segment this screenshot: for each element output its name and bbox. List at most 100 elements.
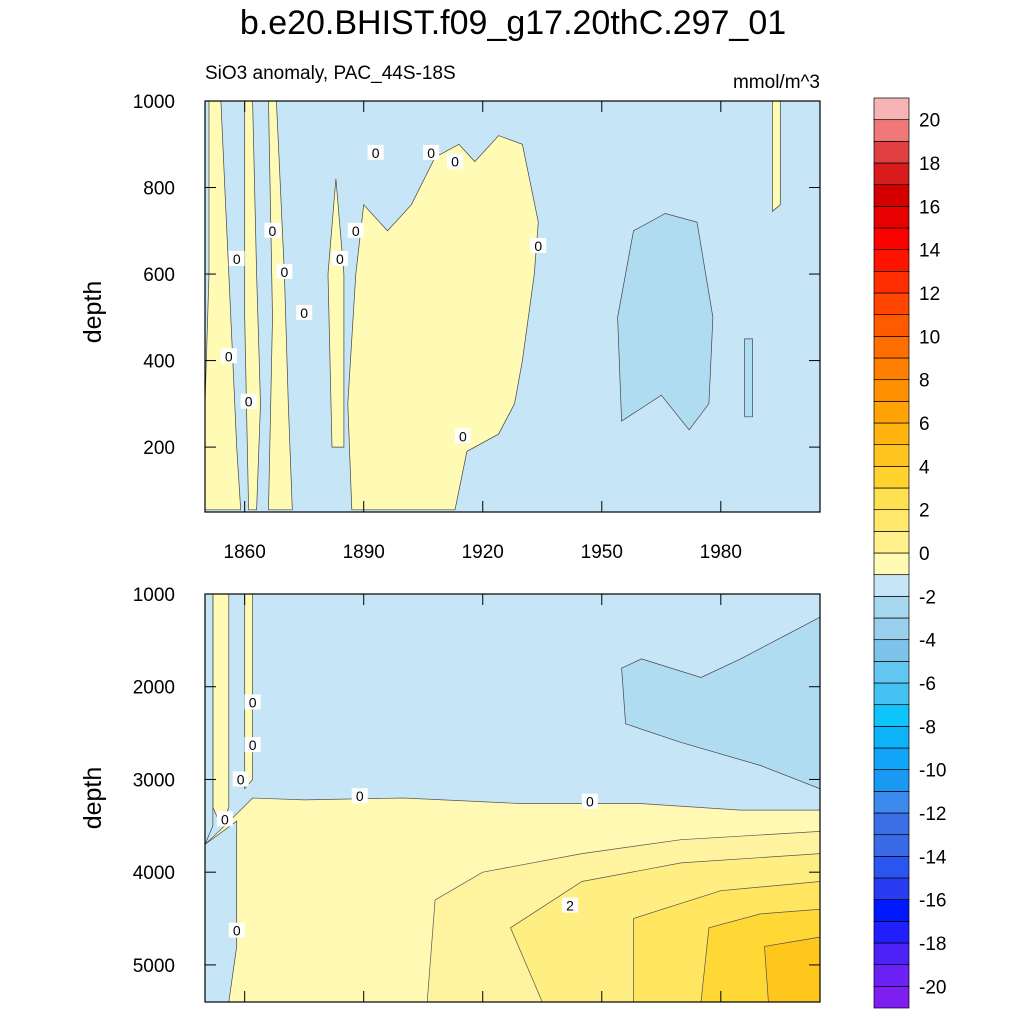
colorbar-swatch [873, 985, 910, 1009]
colorbar-tick-label: 2 [919, 501, 930, 522]
contour-label-box [454, 428, 471, 444]
colorbar-tick-label: 6 [919, 414, 930, 435]
colorbar-swatch [873, 704, 910, 727]
colorbar-swatch [873, 444, 910, 467]
contour-label-box [228, 250, 245, 266]
colorbar-swatch [873, 227, 910, 251]
colorbar-tick-label: -20 [919, 977, 946, 998]
units-label: mmol/m^3 [733, 72, 820, 93]
colorbar-swatch [873, 487, 910, 511]
contour-label: 0 [280, 264, 288, 280]
top-panel: 1860 1890 1920 1950 198020040060080010000000… [133, 92, 821, 563]
contour-label: 0 [221, 811, 229, 827]
colorbar-swatch [873, 682, 910, 706]
contour-band [764, 936, 821, 1003]
contour-label: 0 [336, 251, 344, 267]
colorbar-tick-label: -8 [919, 717, 936, 738]
negative-region [744, 338, 753, 418]
contour-label-box [347, 222, 364, 238]
bottom-panel: 1000 2000 3000 4000 5000 0 0 0 0 0 0 0 2 [133, 585, 821, 1003]
colorbar-tick-label: -4 [919, 631, 936, 652]
panel-frame [204, 100, 821, 513]
colorbar-tick-label: 0 [919, 544, 930, 565]
colorbar-tick-label: -6 [919, 674, 936, 695]
colorbar-tick-label: 10 [919, 327, 940, 348]
colorbar-swatch [873, 509, 910, 532]
colorbar-swatch [873, 357, 910, 381]
colorbar-tick-label: -12 [919, 804, 946, 825]
colorbar-swatch [873, 595, 910, 619]
colorbar: -20-18-16-14-12-10-8-6-4-202468101214161… [873, 97, 947, 1009]
contour-label-box [232, 771, 249, 787]
colorbar-swatch [873, 97, 910, 121]
positive-region [244, 593, 253, 790]
colorbar-swatch [873, 574, 910, 597]
positive-region [212, 593, 230, 827]
colorbar-swatch [873, 639, 910, 662]
y-tick-label: 4000 [133, 863, 175, 884]
contour-label: 0 [451, 154, 459, 170]
contour-label: 2 [566, 898, 574, 914]
positive-region [347, 135, 539, 511]
colorbar-swatch [873, 552, 910, 576]
contour-label-box [276, 263, 293, 279]
colorbar-swatch [873, 270, 910, 294]
colorbar-tick-label: 12 [919, 284, 940, 305]
positive-region [268, 100, 293, 511]
y-tick-label: 200 [143, 438, 175, 459]
contour-label-box [296, 304, 313, 320]
y-tick-label: 600 [143, 265, 175, 286]
panel-frame [204, 593, 821, 1003]
contour-label-box [264, 222, 281, 238]
x-tick-label: 1950 [581, 542, 623, 563]
contour-label: 0 [372, 145, 380, 161]
contour-label: 0 [249, 694, 257, 710]
contour-label: 0 [352, 223, 360, 239]
contour-label: 0 [225, 348, 233, 364]
y-tick-label: 5000 [133, 956, 175, 977]
negative-region [204, 820, 238, 1003]
colorbar-swatch [873, 942, 910, 966]
colorbar-swatch [873, 119, 910, 142]
colorbar-tick-label: 16 [919, 197, 940, 218]
colorbar-swatch [873, 335, 910, 359]
contour-label-box [581, 793, 598, 809]
colorbar-swatch [873, 877, 910, 901]
colorbar-swatch [873, 747, 910, 771]
contour-label: 0 [237, 771, 245, 787]
colorbar-swatch [873, 617, 910, 641]
y-tick-label: 3000 [133, 770, 175, 791]
contour-label: 0 [459, 428, 467, 444]
colorbar-swatch [873, 314, 910, 337]
colorbar-swatch [873, 184, 910, 207]
y-axis-label-top: depth [79, 281, 107, 344]
colorbar-tick-label: -16 [919, 891, 946, 912]
contour-label-box [562, 897, 579, 913]
negative-region [617, 213, 714, 431]
contour-label: 0 [269, 223, 277, 239]
colorbar-swatch [873, 162, 910, 186]
colorbar-swatch [873, 422, 910, 446]
colorbar-swatch [873, 812, 910, 836]
x-tick-label: 1890 [343, 542, 385, 563]
colorbar-swatch [873, 834, 910, 857]
contour-label: 0 [233, 251, 241, 267]
colorbar-tick-label: 18 [919, 154, 940, 175]
y-tick-label: 2000 [133, 678, 175, 699]
y-tick-label: 1000 [133, 585, 175, 606]
colorbar-swatch [873, 465, 910, 489]
colorbar-tick-label: -18 [919, 934, 946, 955]
contour-label: 0 [249, 737, 257, 753]
contour-label: 0 [586, 794, 594, 810]
chart-title: b.e20.BHIST.f09_g17.20thC.297_01 [240, 4, 786, 42]
contour-label-box [216, 811, 233, 827]
colorbar-swatch [873, 292, 910, 316]
contour-label: 0 [534, 238, 542, 254]
colorbar-tick-label: -2 [919, 587, 936, 608]
contour-label-box [423, 144, 440, 160]
y-axis-label-bottom: depth [79, 767, 107, 830]
contour-label-box [220, 348, 237, 364]
contour-label-box [244, 737, 261, 753]
contour-label: 0 [356, 788, 364, 804]
